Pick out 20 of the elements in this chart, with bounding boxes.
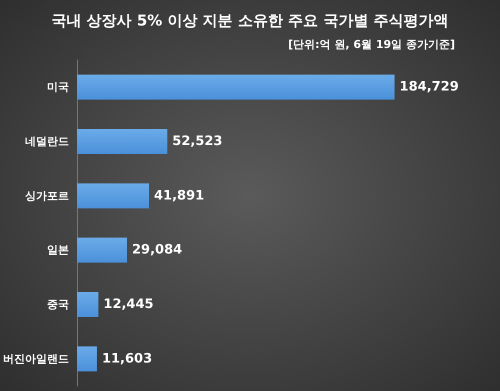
y-tick-label: 싱가포르 xyxy=(25,189,69,202)
bar xyxy=(77,238,127,263)
bar xyxy=(77,129,168,154)
chart-subtitle: [단위:억 원, 6월 19일 종가기준] xyxy=(288,38,456,51)
data-label: 12,445 xyxy=(103,297,154,312)
data-label: 184,729 xyxy=(400,80,459,95)
chart-title: 국내 상장사 5% 이상 지분 소유한 주요 국가별 주식평가액 xyxy=(51,12,449,30)
y-tick-label: 중국 xyxy=(47,298,69,311)
data-label: 11,603 xyxy=(102,351,152,366)
y-tick-label: 버진아일랜드 xyxy=(3,352,69,366)
y-tick-label: 네덜란드 xyxy=(25,135,69,148)
bar xyxy=(77,74,395,100)
data-label: 41,891 xyxy=(154,188,204,204)
bar xyxy=(77,292,98,317)
bar xyxy=(77,183,150,208)
y-tick-label: 미국 xyxy=(47,80,69,94)
bar xyxy=(77,346,97,372)
data-label: 52,523 xyxy=(172,134,222,149)
data-label: 29,084 xyxy=(132,242,182,258)
y-tick-label: 일본 xyxy=(47,244,69,257)
